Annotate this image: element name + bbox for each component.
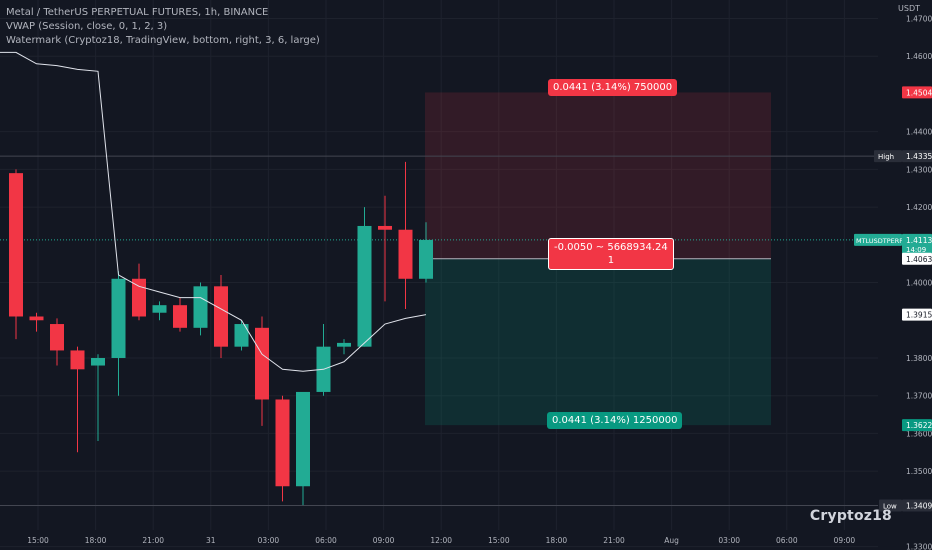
price-axis-label: 1.4700 <box>906 14 932 23</box>
candle-body <box>29 316 44 321</box>
candle-body <box>173 305 187 328</box>
price-axis-label: 1.4300 <box>906 165 932 174</box>
time-axis-label: 03:00 <box>258 536 280 545</box>
candle-body <box>357 225 372 347</box>
vwap-price-tag-value: 1.3915 <box>906 311 932 320</box>
entry-price-tag-value-box <box>902 252 932 265</box>
candle-body <box>9 173 23 317</box>
stop-loss-label[interactable]: 0.0441 (3.14%) 750000 <box>548 79 678 96</box>
position-pnl: -0.0050 ~ 5668934.24 <box>554 242 668 253</box>
time-axis-label: 21:00 <box>142 536 164 545</box>
legend-vwap[interactable]: VWAP (Session, close, 0, 1, 2, 3) <box>6 21 168 32</box>
target-price-tag-value-box <box>902 419 932 432</box>
candle-body <box>214 286 228 347</box>
axis-unit: USDT <box>898 4 920 13</box>
time-axis-label: 12:00 <box>430 536 452 545</box>
time-axis-label: 18:00 <box>85 536 107 545</box>
price-axis-label: 1.4200 <box>906 203 932 212</box>
target-price-tag-value: 1.3622 <box>906 421 932 430</box>
last-price-box <box>902 233 932 254</box>
candle-body <box>255 327 269 400</box>
entry-price-tag-value: 1.4063 <box>906 255 932 264</box>
low-price-tag-value-box <box>902 499 932 512</box>
time-axis-label: 06:00 <box>315 536 337 545</box>
candle-body <box>152 305 167 313</box>
time-axis[interactable]: 15:00 18:00 21:00 31 03:00 06:00 09:00 12:00 15:… <box>27 536 855 545</box>
candle-body <box>70 350 85 370</box>
candle-body <box>111 278 126 358</box>
time-axis-label: 31 <box>206 536 216 545</box>
last-price-value: 1.4113 <box>906 236 932 245</box>
price-axis-label: 1.3600 <box>906 429 932 438</box>
high-price-tag-value: 1.4335 <box>906 152 932 161</box>
time-axis-label: 21:00 <box>603 536 625 545</box>
candle-body <box>378 225 392 230</box>
bar-countdown: 14:09 <box>906 246 926 254</box>
take-profit-zone <box>425 258 771 426</box>
position-qty: 1 <box>607 255 615 266</box>
ticker-label-box <box>854 233 902 246</box>
legend-symbol[interactable]: Metal / TetherUS PERPETUAL FUTURES, 1h, … <box>6 7 269 18</box>
candle-body <box>234 324 249 347</box>
low-price-tag-value: 1.3409 <box>906 501 932 510</box>
reference-lines <box>0 155 878 506</box>
watermark-text: Cryptoz18 <box>809 508 892 524</box>
time-axis-label: 06:00 <box>776 536 798 545</box>
ticker-label: MTLUSDTPERP <box>856 237 903 245</box>
candle-body <box>419 239 433 279</box>
price-axis-label: 1.3300 <box>906 543 932 550</box>
candle-body <box>296 391 310 487</box>
time-axis-label: 18:00 <box>546 536 568 545</box>
candle-body <box>91 357 105 366</box>
low-price-tag-label-box <box>879 499 902 512</box>
time-axis-label: 15:00 <box>27 536 49 545</box>
high-price-tag-label: High <box>878 153 894 161</box>
candle-body <box>337 342 351 347</box>
price-axis-label: 1.3700 <box>906 392 932 401</box>
low-price-tag-label: Low <box>883 502 897 510</box>
stop-price-tag-value: 1.4504 <box>906 88 932 97</box>
time-axis-label: 03:00 <box>718 536 740 545</box>
position-zones <box>425 92 771 426</box>
vwap-line <box>0 51 427 372</box>
price-axis-label: 1.3500 <box>906 467 932 476</box>
candle-body <box>132 278 146 317</box>
high-price-tag-value-box <box>902 150 932 163</box>
candle-body <box>398 229 413 279</box>
vwap-price-tag-value-box <box>902 308 932 321</box>
candle-body <box>275 399 290 487</box>
chart-legend: Metal / TetherUS PERPETUAL FUTURES, 1h, … <box>6 6 320 48</box>
price-axis-label: 1.4400 <box>906 128 932 137</box>
candles <box>9 161 433 506</box>
time-axis-label: 15:00 <box>488 536 510 545</box>
stop-price-tag-value-box <box>902 86 932 99</box>
price-axis[interactable]: 1.4700 1.4600 1.4400 1.4300 1.4200 1.4000 1.38… <box>906 14 932 550</box>
time-axis-label: 09:00 <box>373 536 395 545</box>
candle-body <box>193 286 208 328</box>
price-axis-label: 1.4600 <box>906 52 932 61</box>
time-axis-label: Aug <box>664 536 679 545</box>
position-info-label[interactable]: -0.0050 ~ 5668934.24 1 <box>548 238 674 270</box>
price-axis-label: 1.3800 <box>906 354 932 363</box>
time-axis-label: 09:00 <box>834 536 856 545</box>
high-price-tag-label-box <box>874 150 902 163</box>
candle-body <box>50 324 64 351</box>
price-axis-label: 1.4000 <box>906 279 932 288</box>
legend-watermark[interactable]: Watermark (Cryptoz18, TradingView, botto… <box>6 35 320 46</box>
take-profit-label[interactable]: 0.0441 (3.14%) 1250000 <box>547 412 683 429</box>
stop-loss-zone <box>425 92 771 259</box>
